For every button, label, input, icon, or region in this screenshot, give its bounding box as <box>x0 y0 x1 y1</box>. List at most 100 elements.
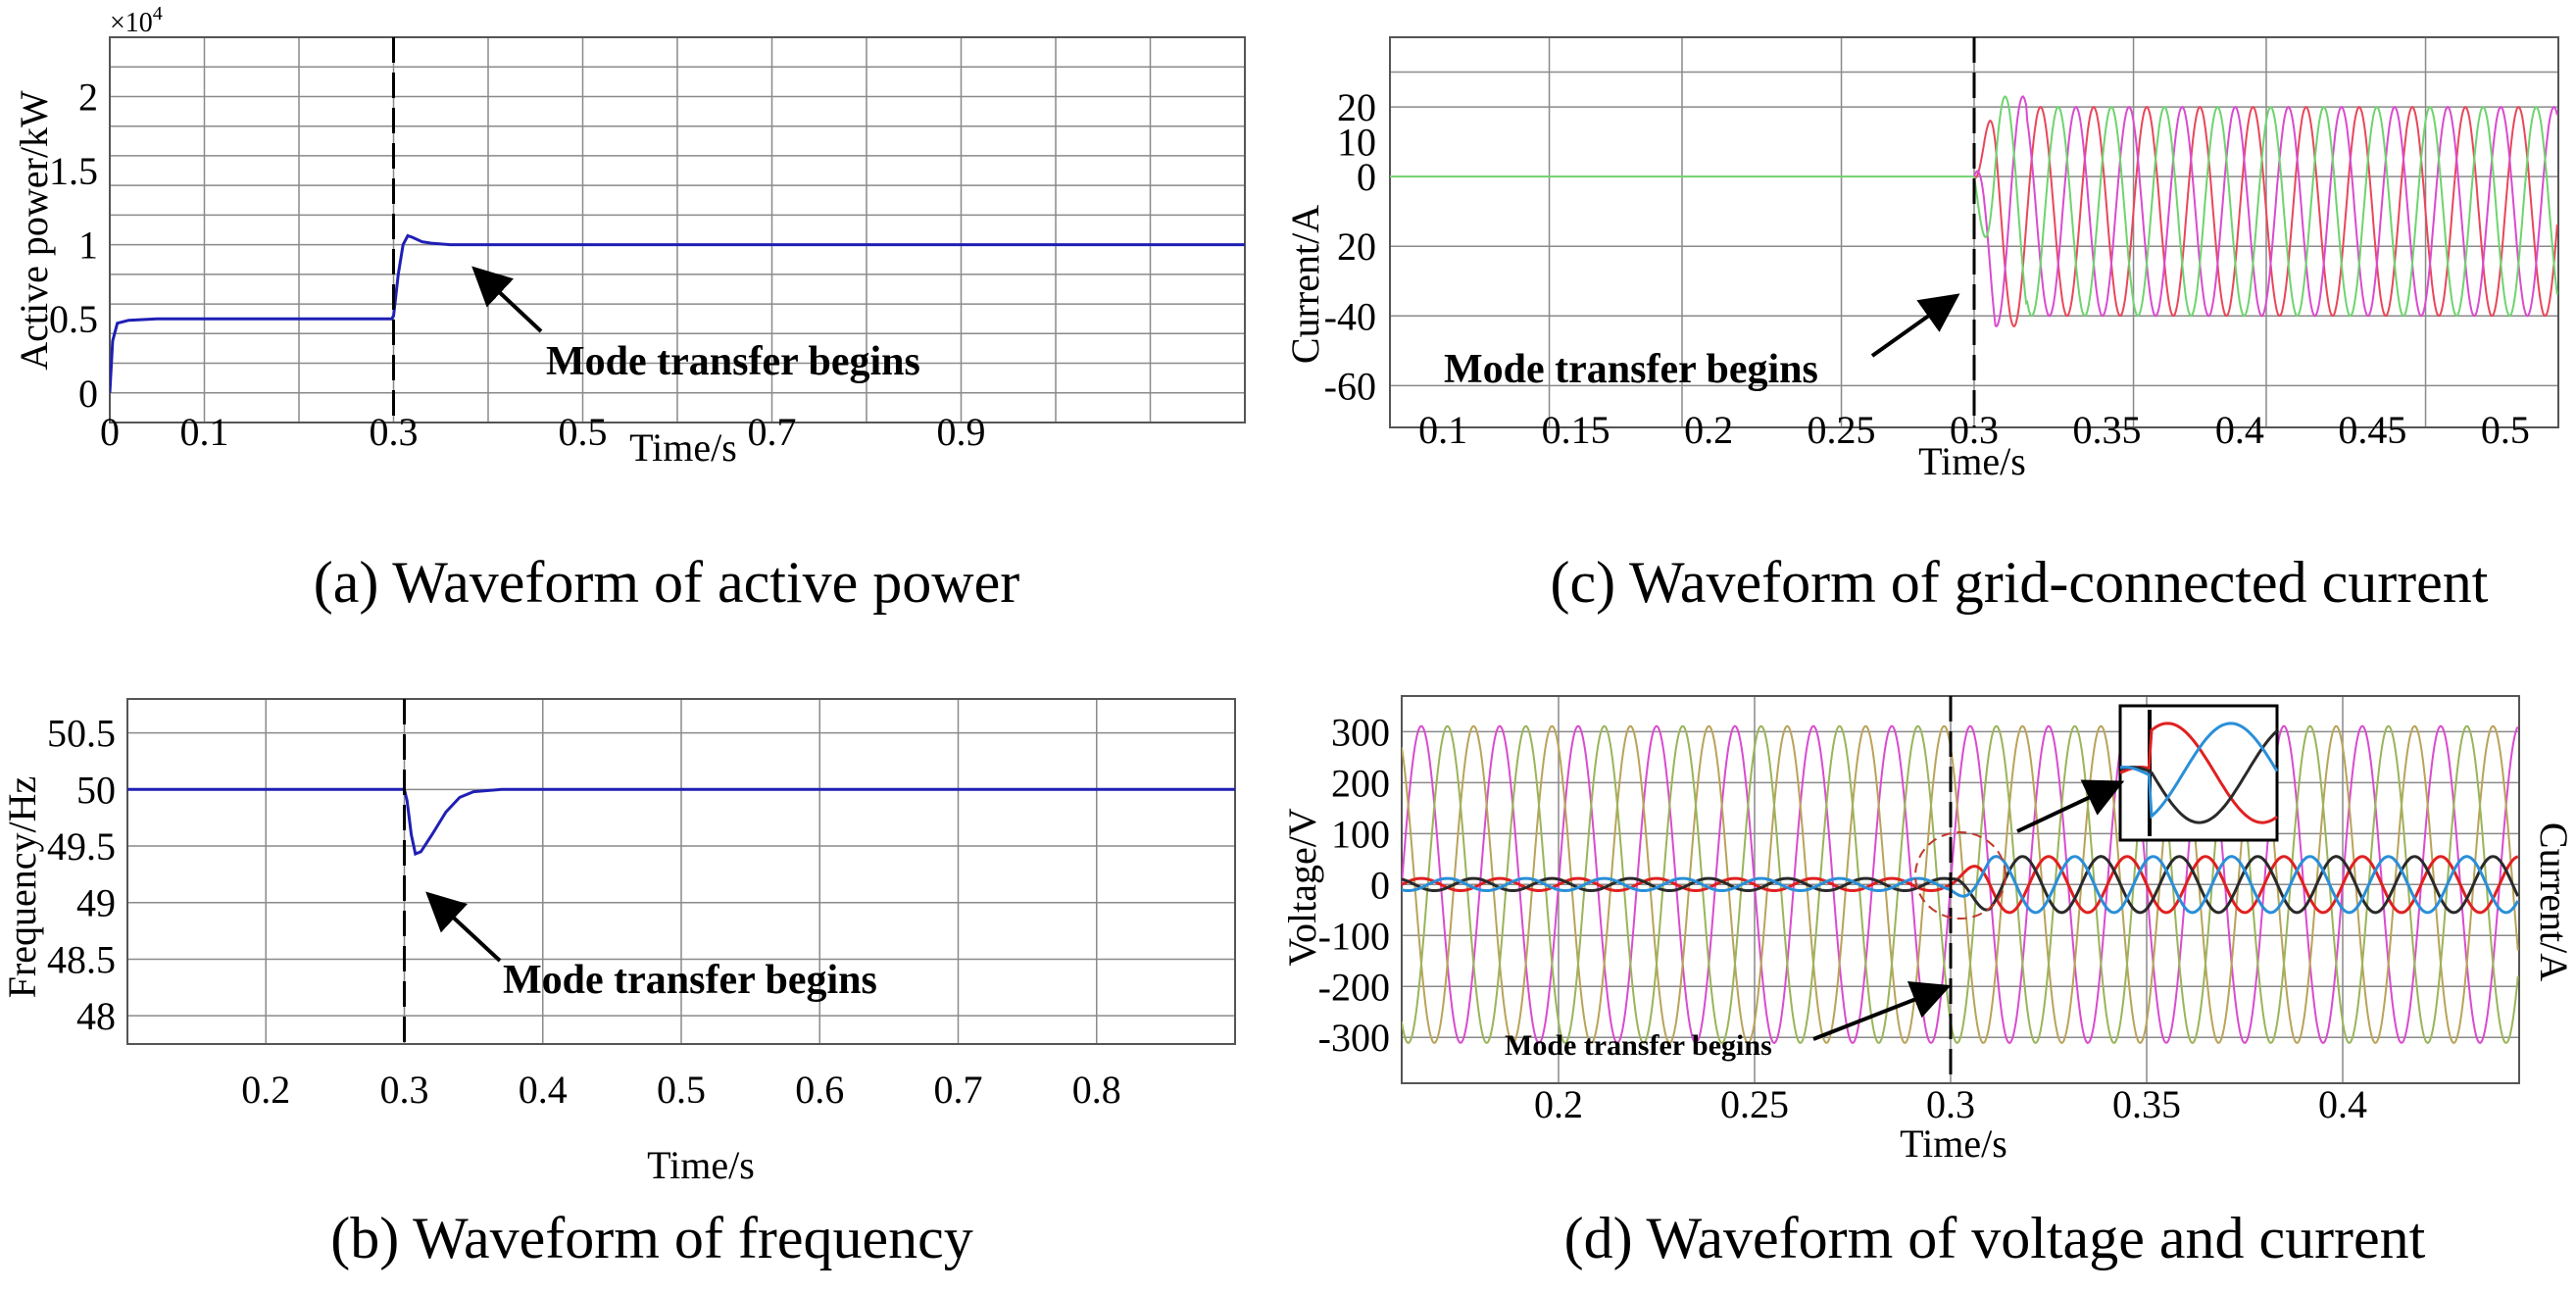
phase-voltage-0 <box>1402 724 2519 1045</box>
panel-d-ylabel-right: Current/A <box>2532 822 2576 981</box>
y-tick-label: -200 <box>1318 965 1390 1009</box>
y-tick-label: 20 <box>1337 85 1376 129</box>
x-tick-label: 0.1 <box>1418 408 1467 452</box>
panel-a-yticks: 0 0.5 1 1.5 2 <box>49 75 98 415</box>
y-tick-label: -60 <box>1324 364 1376 408</box>
panel-a-xticks: 0 0.1 0.3 0.5 0.7 0.9 <box>100 410 986 454</box>
x-tick-label: 0.5 <box>2481 408 2530 452</box>
panel-d-yticks: 300 200 100 0 -100 -200 -300 <box>1318 710 1390 1060</box>
y-tick-label: 50 <box>76 768 116 812</box>
panel-a-series <box>110 233 1245 393</box>
panel-a-xlabel: Time/s <box>629 425 737 470</box>
panel-a-frame <box>109 36 1246 423</box>
panel-c-annotation: Mode transfer begins <box>1444 347 1818 392</box>
panel-d-xticks: 0.2 0.25 0.3 0.35 0.4 <box>1534 1082 2367 1126</box>
x-tick-label: 0.3 <box>1950 408 1999 452</box>
panel-b-annotation: Mode transfer begins <box>503 958 877 1003</box>
x-tick-label: 0.7 <box>934 1068 983 1112</box>
panel-b-xticks: 0.2 0.3 0.4 0.5 0.6 0.7 0.8 <box>241 1068 1121 1112</box>
panel-c: 0.1 0.15 0.2 0.25 0.3 0.35 0.4 0.45 0.5 2010020-… <box>1283 36 2559 615</box>
y-tick-label: 50.5 <box>47 712 116 756</box>
y-tick-label: 48 <box>76 994 116 1038</box>
panel-d-annotation: Mode transfer begins <box>1505 1029 1772 1062</box>
x-tick-label: 0.8 <box>1072 1068 1121 1112</box>
panel-d-highlight-ellipse <box>1914 831 2006 920</box>
x-tick-label: 0.6 <box>795 1068 844 1112</box>
panel-a-exponent: ×104 <box>110 3 163 38</box>
phase-voltage-2 <box>1402 724 2519 1045</box>
x-tick-label: 0.3 <box>1926 1082 1975 1126</box>
panel-d-voltage <box>1402 724 2519 1045</box>
x-tick-label: 0.4 <box>519 1068 568 1112</box>
x-tick-label: 0.5 <box>657 1068 706 1112</box>
y-tick-label: -40 <box>1324 294 1376 338</box>
inset-curve-2 <box>2119 722 2279 820</box>
panel-d-inset-curves <box>2119 710 2279 836</box>
phase-current-2 <box>1402 855 2519 915</box>
x-tick-label: 0.25 <box>1808 408 1876 452</box>
y-tick-label: 1 <box>78 224 98 268</box>
y-tick-label: 0 <box>1357 155 1376 199</box>
phase-current-0 <box>1973 106 2558 327</box>
panel-d-xlabel: Time/s <box>1900 1121 2007 1166</box>
y-tick-label: 1.5 <box>49 149 98 193</box>
phase-current-0 <box>1402 855 2519 915</box>
series-line-0 <box>110 233 1245 393</box>
x-tick-label: 0.2 <box>241 1068 290 1112</box>
panel-c-xlabel: Time/s <box>1918 439 2026 483</box>
panel-d: Mode transfer begins 0.2 0.25 0.3 0.35 0.4 3… <box>1280 695 2576 1270</box>
panel-c-series <box>1390 95 2558 328</box>
y-tick-label: 49.5 <box>47 824 116 869</box>
panel-b-xlabel: Time/s <box>647 1143 755 1187</box>
x-tick-label: 0.45 <box>2338 408 2406 452</box>
x-tick-label: 0.2 <box>1684 408 1733 452</box>
panel-d-ylabel: Voltage/V <box>1280 808 1324 967</box>
panel-d-caption: (d) Waveform of voltage and current <box>1564 1206 2426 1270</box>
x-tick-label: 0.35 <box>2112 1082 2181 1126</box>
x-tick-label: 0.5 <box>559 410 608 454</box>
panel-d-inset <box>2118 704 2279 842</box>
panel-a-ylabel: Active power/kW <box>12 90 56 371</box>
y-tick-label: 20 <box>1337 224 1376 269</box>
panel-a: 0 0.1 0.3 0.5 0.7 0.9 0 0.5 1 1.5 2 ×104 Time/s A… <box>12 3 1246 615</box>
panel-b-yticks: 48 48.5 49 49.5 50 50.5 <box>47 712 116 1039</box>
panel-a-arrow <box>471 266 543 333</box>
y-tick-label: 300 <box>1331 710 1390 754</box>
panel-d-inset-arrow <box>2016 779 2125 833</box>
panel-b-frame <box>126 698 1236 1045</box>
x-tick-label: 0.1 <box>180 410 229 454</box>
y-tick-label: -300 <box>1318 1016 1390 1060</box>
y-tick-label: 0.5 <box>49 297 98 341</box>
panel-c-xticks: 0.1 0.15 0.2 0.25 0.3 0.35 0.4 0.45 0.5 <box>1418 408 2530 452</box>
x-tick-label: 0.3 <box>370 410 419 454</box>
y-tick-label: 200 <box>1331 761 1390 805</box>
phase-current-1 <box>1402 855 2519 915</box>
x-tick-label: 0.25 <box>1720 1082 1789 1126</box>
y-tick-label: 48.5 <box>47 937 116 981</box>
panel-b-ylabel: Frequency/Hz <box>0 776 44 999</box>
x-tick-label: 0.3 <box>380 1068 429 1112</box>
y-tick-label: 0 <box>1370 863 1390 907</box>
x-tick-label: 0.7 <box>748 410 797 454</box>
y-tick-label: 2 <box>78 75 98 119</box>
phase-voltage-1 <box>1402 724 2519 1045</box>
panel-a-annotation: Mode transfer begins <box>546 339 920 384</box>
y-tick-label: 100 <box>1331 812 1390 856</box>
panel-d-current <box>1402 855 2519 915</box>
panel-d-frame <box>1401 695 2520 1084</box>
y-tick-label: 0 <box>78 372 98 416</box>
panel-d-arrow <box>1812 981 1952 1041</box>
x-tick-label: 0.35 <box>2072 408 2141 452</box>
phase-current-1 <box>1973 95 2558 328</box>
x-tick-label: 0 <box>100 410 120 454</box>
y-tick-label: -100 <box>1318 914 1390 958</box>
phase-current-2 <box>1973 95 2558 318</box>
x-tick-label: 0.4 <box>2318 1082 2367 1126</box>
panel-b-caption: (b) Waveform of frequency <box>330 1206 972 1270</box>
y-tick-label: 10 <box>1337 121 1376 165</box>
panel-c-caption: (c) Waveform of grid-connected current <box>1551 550 2489 615</box>
panel-c-ylabel: Current/A <box>1283 205 1327 364</box>
panel-b-arrow <box>425 891 502 963</box>
panel-a-caption: (a) Waveform of active power <box>314 550 1019 615</box>
